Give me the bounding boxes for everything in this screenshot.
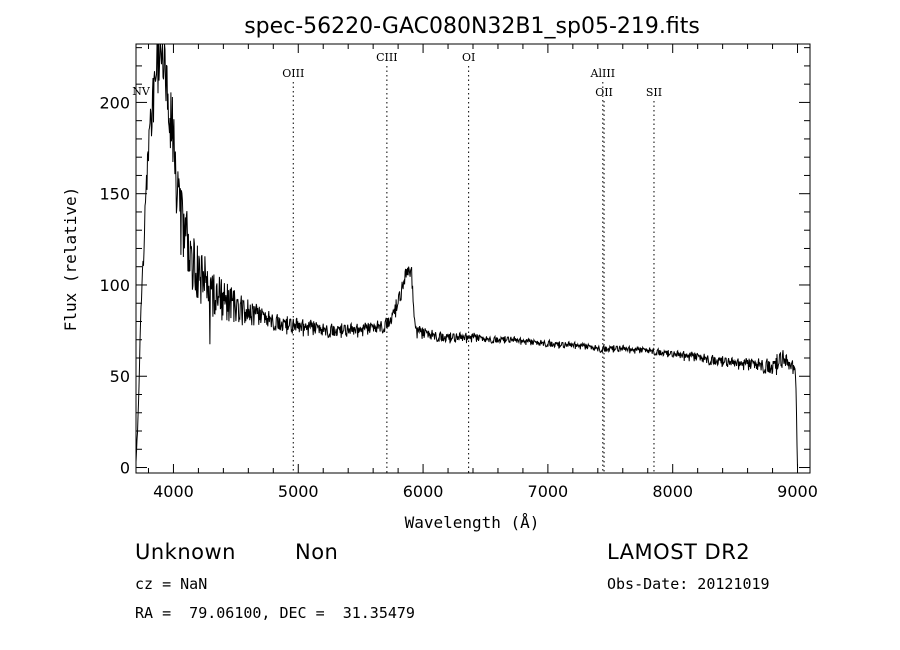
x-tick-label: 6000 — [403, 482, 444, 501]
object-class: Unknown — [135, 540, 236, 564]
y-tick-label: 50 — [110, 367, 130, 386]
line-label: SII — [646, 86, 662, 99]
observation-date: Obs-Date: 20121019 — [607, 575, 770, 593]
plot-axes — [135, 43, 811, 474]
spectrum-series — [135, 43, 798, 468]
emission-line-markers: NV OIII CIII OI AlIII OII SII — [132, 51, 662, 473]
chart-title: spec-56220-GAC080N32B1_sp05-219.fits — [244, 14, 700, 39]
redshift-cz: cz = NaN — [135, 575, 208, 593]
object-subclass: Non — [295, 540, 339, 564]
survey-name: LAMOST DR2 — [607, 540, 751, 564]
y-tick-label: 0 — [120, 459, 130, 478]
line-label: OII — [595, 86, 613, 99]
y-tick-label: 100 — [99, 276, 130, 295]
plot-frame — [135, 43, 811, 474]
coordinates: RA = 79.06100, DEC = 31.35479 — [135, 604, 415, 622]
line-label: OI — [462, 51, 475, 64]
x-tick-label: 5000 — [278, 482, 319, 501]
axis-ticks: 4000 5000 6000 7000 8000 9000 0 50 100 150 200 — [99, 44, 818, 501]
y-tick-label: 150 — [99, 185, 130, 204]
x-tick-label: 7000 — [528, 482, 569, 501]
line-label: CIII — [376, 51, 397, 64]
spectrum-line — [135, 43, 798, 468]
line-label: AlIII — [590, 67, 616, 80]
y-axis-label: Flux (relative) — [61, 187, 80, 332]
y-tick-label: 200 — [99, 93, 130, 112]
line-label: OIII — [282, 67, 304, 80]
line-label: NV — [132, 85, 151, 98]
x-tick-label: 9000 — [777, 482, 818, 501]
x-axis-label: Wavelength (Å) — [405, 513, 540, 532]
x-tick-label: 8000 — [652, 482, 693, 501]
x-tick-label: 4000 — [153, 482, 194, 501]
